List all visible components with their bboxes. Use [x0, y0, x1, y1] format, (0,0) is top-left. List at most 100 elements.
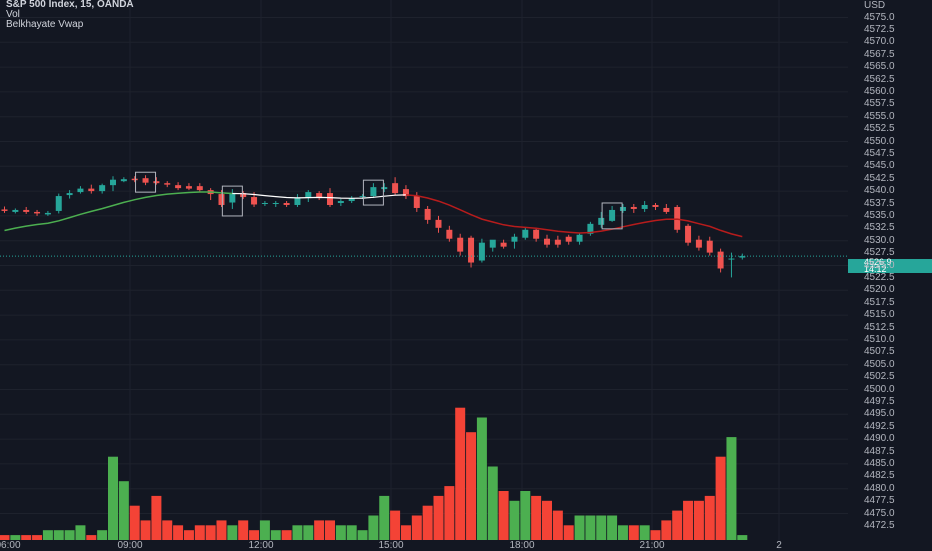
candle-body — [55, 196, 62, 211]
candle-body — [587, 223, 594, 234]
candle-body — [565, 236, 572, 242]
candle-body — [294, 198, 301, 205]
price-tick-label: 4527.5 — [864, 247, 895, 259]
volume-bar — [97, 530, 108, 540]
price-tick-label: 4500.0 — [864, 383, 895, 395]
vwap-line-mid — [232, 192, 406, 199]
candle-body — [500, 242, 507, 247]
volume-bar — [726, 437, 737, 540]
candle-body — [196, 186, 203, 191]
price-tick-label: 4475.0 — [864, 507, 895, 519]
volume-bar — [140, 520, 151, 540]
volume-bar — [520, 491, 531, 540]
candle-body — [66, 193, 73, 196]
price-tick-label: 4477.5 — [864, 495, 895, 507]
signal-box — [601, 202, 623, 230]
price-tick-label: 4490.0 — [864, 433, 895, 445]
candle-body — [240, 193, 247, 198]
volume-bar — [249, 530, 260, 540]
price-tick-label: 4537.5 — [864, 197, 895, 209]
volume-bar — [379, 495, 390, 540]
price-tick-label: 4482.5 — [864, 470, 895, 482]
volume-bar — [650, 530, 661, 540]
price-tick-label: 4487.5 — [864, 445, 895, 457]
currency-label[interactable]: USD — [864, 0, 886, 11]
candle-body — [652, 204, 659, 207]
price-tick-label: 4507.5 — [864, 346, 895, 358]
volume-bar — [704, 495, 715, 540]
candle-body — [424, 208, 431, 220]
candle-body — [598, 217, 605, 225]
candle-body — [381, 187, 388, 190]
volume-bar — [542, 500, 552, 540]
price-tick-label: 4510.0 — [864, 333, 895, 345]
candle-body — [12, 209, 19, 212]
volume-bar — [292, 525, 303, 540]
volume-bar — [270, 530, 281, 540]
candle-body — [402, 189, 409, 197]
price-tick-label: 4557.5 — [864, 98, 895, 110]
bar-countdown: 14:12 — [864, 264, 887, 274]
candle-body — [120, 179, 127, 182]
time-tick-label: 2 — [776, 540, 782, 551]
price-tick-label: 4525.0 — [864, 259, 895, 271]
candle-body — [164, 183, 171, 185]
volume-bar — [433, 495, 444, 540]
candle-body — [739, 256, 746, 258]
price-tick-label: 4572.5 — [864, 23, 895, 35]
price-axis[interactable]: USD 4526.9 14:12 4575.0 4572.5 4570.0 4567.… — [848, 0, 932, 550]
candle-body — [99, 185, 106, 192]
candle-body — [283, 203, 290, 205]
candle-body — [1, 209, 8, 211]
volume-bar — [194, 525, 205, 540]
volume-legend[interactable]: Vol — [6, 9, 20, 20]
symbol-title[interactable]: S&P 500 Index, 15, OANDA — [6, 0, 134, 10]
candle-body — [337, 201, 344, 204]
volume-bar — [607, 515, 618, 540]
candle-body — [728, 258, 735, 260]
time-tick-label: 09:00 — [117, 540, 143, 551]
volume-bar — [661, 520, 672, 540]
candle-body — [641, 204, 648, 209]
volume-bar — [715, 456, 726, 540]
volume-bar — [86, 535, 97, 540]
candle-body — [110, 179, 116, 186]
candle-body — [370, 187, 377, 197]
volume-bar — [737, 535, 748, 540]
volume-bar — [411, 515, 422, 540]
volume-bar — [227, 525, 238, 540]
candle-body — [77, 188, 84, 193]
candlestick-chart[interactable] — [0, 0, 848, 550]
candle-body — [131, 178, 138, 181]
price-tick-label: 4550.0 — [864, 135, 895, 147]
time-tick-label: 12:00 — [248, 540, 274, 551]
volume-bar — [183, 530, 194, 540]
candle-body — [609, 209, 616, 221]
price-chart-pane[interactable]: S&P 500 Index, 15, OANDA Vol Belkhayate … — [0, 0, 848, 550]
volume-bar — [21, 535, 32, 540]
volume-bar — [639, 525, 650, 540]
volume-bar — [216, 520, 227, 540]
vwap-legend[interactable]: Belkhayate Vwap — [6, 19, 84, 30]
volume-bar — [444, 486, 455, 540]
current-price-value: 4526.9 — [864, 257, 892, 267]
time-tick-label: 06:00 — [0, 540, 21, 551]
candle-body — [619, 206, 626, 211]
candle-body — [142, 178, 149, 183]
price-tick-label: 4567.5 — [864, 48, 895, 60]
volume-bar — [476, 417, 487, 540]
price-tick-label: 4560.0 — [864, 85, 895, 97]
signal-box — [135, 171, 157, 193]
price-tick-label: 4502.5 — [864, 371, 895, 383]
volume-bar — [10, 535, 21, 540]
candle-body — [695, 239, 702, 248]
price-tick-label: 4512.5 — [864, 321, 895, 333]
price-tick-label: 4542.5 — [864, 172, 895, 184]
price-tick-label: 4472.5 — [864, 519, 895, 531]
volume-bar — [422, 505, 433, 540]
candle-body — [630, 206, 637, 209]
candle-body — [511, 236, 518, 242]
candle-body — [522, 229, 529, 238]
price-tick-label: 4485.0 — [864, 457, 895, 469]
vwap-line-down — [405, 194, 743, 238]
